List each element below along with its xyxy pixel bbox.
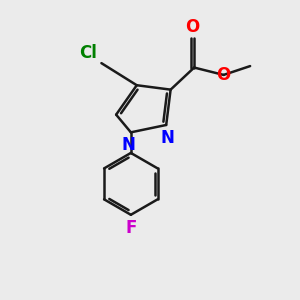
Text: O: O bbox=[217, 66, 231, 84]
Text: F: F bbox=[125, 219, 136, 237]
Text: O: O bbox=[186, 18, 200, 36]
Text: Cl: Cl bbox=[79, 44, 97, 62]
Text: N: N bbox=[161, 128, 175, 146]
Text: N: N bbox=[122, 136, 135, 154]
